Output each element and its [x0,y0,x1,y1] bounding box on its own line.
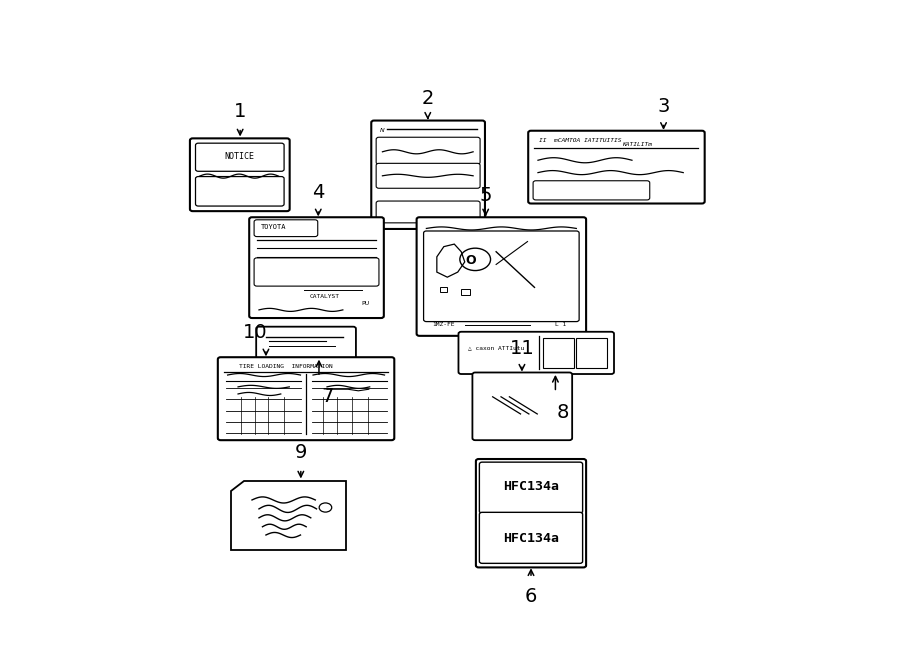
Text: 8: 8 [556,403,569,422]
Text: 1: 1 [234,102,247,121]
Text: HFC134a: HFC134a [503,480,559,492]
Text: TIRE LOADING  INFORMATION: TIRE LOADING INFORMATION [238,364,332,369]
FancyBboxPatch shape [424,231,579,322]
Text: N: N [380,128,384,134]
Text: NOTICE: NOTICE [225,152,255,161]
Text: 7: 7 [321,387,334,407]
Text: 3: 3 [657,97,670,116]
Text: TOYOTA: TOYOTA [260,225,286,231]
FancyBboxPatch shape [458,332,614,374]
FancyBboxPatch shape [528,131,705,204]
Text: L 1: L 1 [554,322,566,327]
Bar [440,288,447,292]
Text: 4: 4 [312,184,324,202]
FancyBboxPatch shape [376,163,480,188]
FancyBboxPatch shape [472,373,572,440]
FancyBboxPatch shape [480,462,582,513]
FancyBboxPatch shape [190,138,290,211]
FancyBboxPatch shape [533,180,650,200]
Text: 11: 11 [509,338,535,358]
FancyBboxPatch shape [376,201,480,223]
Bar [576,338,608,368]
Text: 5: 5 [480,186,492,205]
Polygon shape [231,481,346,550]
Bar [461,289,470,295]
FancyBboxPatch shape [372,120,485,229]
FancyBboxPatch shape [417,217,586,336]
FancyBboxPatch shape [254,220,318,237]
Text: △ caxon ATTIutu: △ caxon ATTIutu [468,346,525,351]
FancyBboxPatch shape [256,327,356,359]
Text: 9: 9 [294,443,307,462]
Text: 6: 6 [525,587,537,605]
Text: 1MZ-FE: 1MZ-FE [432,322,454,327]
FancyBboxPatch shape [480,512,582,563]
FancyBboxPatch shape [195,176,284,206]
Text: PU: PU [362,301,370,306]
FancyBboxPatch shape [376,137,480,165]
FancyBboxPatch shape [218,357,394,440]
FancyBboxPatch shape [195,143,284,171]
FancyBboxPatch shape [476,459,586,567]
Text: 10: 10 [243,323,268,342]
FancyBboxPatch shape [254,258,379,286]
FancyBboxPatch shape [249,217,383,318]
Text: O: O [465,254,475,268]
Text: II  mCAMTOA IATITUITIS: II mCAMTOA IATITUITIS [539,138,622,143]
Text: HFC134a: HFC134a [503,531,559,545]
Text: KATILITm: KATILITm [622,142,652,147]
Text: CATALYST: CATALYST [310,294,340,299]
Bar [543,338,574,368]
Text: 2: 2 [421,89,434,108]
